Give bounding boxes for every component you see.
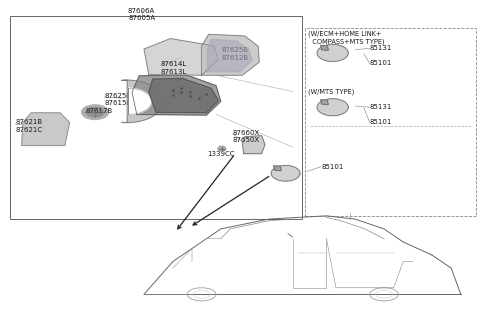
Polygon shape: [202, 34, 259, 75]
Polygon shape: [132, 75, 221, 115]
Bar: [305, 28, 476, 216]
Polygon shape: [317, 99, 348, 116]
Polygon shape: [271, 165, 300, 181]
Text: 87660X
87650X: 87660X 87650X: [233, 130, 260, 144]
Bar: [10, 16, 302, 219]
Polygon shape: [149, 78, 218, 113]
Polygon shape: [22, 113, 70, 146]
Text: 1339CC: 1339CC: [207, 151, 235, 157]
Text: 85101: 85101: [370, 60, 392, 66]
Polygon shape: [242, 136, 265, 154]
Text: 85131: 85131: [370, 104, 392, 110]
Polygon shape: [274, 166, 281, 171]
Text: 87606A
87605A: 87606A 87605A: [128, 8, 155, 22]
Polygon shape: [321, 100, 328, 105]
Polygon shape: [317, 44, 348, 61]
Ellipse shape: [218, 146, 226, 151]
Text: 85101: 85101: [322, 164, 344, 170]
Text: 87614L
87613L: 87614L 87613L: [161, 61, 187, 75]
Polygon shape: [129, 88, 152, 114]
Text: 87625B
87612B: 87625B 87612B: [222, 47, 249, 61]
Text: 87625B
87615B: 87625B 87615B: [105, 93, 132, 107]
Polygon shape: [121, 80, 163, 123]
Text: 87621B
87621C: 87621B 87621C: [15, 119, 43, 133]
Text: 85101: 85101: [370, 119, 392, 125]
Polygon shape: [144, 39, 218, 75]
Text: 85131: 85131: [370, 45, 392, 51]
Text: 87617B: 87617B: [85, 108, 113, 114]
Ellipse shape: [82, 105, 108, 119]
Text: (W/ECM+HOME LINK+
  COMPASS+MTS TYPE): (W/ECM+HOME LINK+ COMPASS+MTS TYPE): [308, 30, 384, 45]
Text: (W/MTS TYPE): (W/MTS TYPE): [308, 89, 354, 95]
Polygon shape: [321, 45, 328, 50]
Polygon shape: [207, 39, 252, 72]
Ellipse shape: [86, 108, 104, 117]
